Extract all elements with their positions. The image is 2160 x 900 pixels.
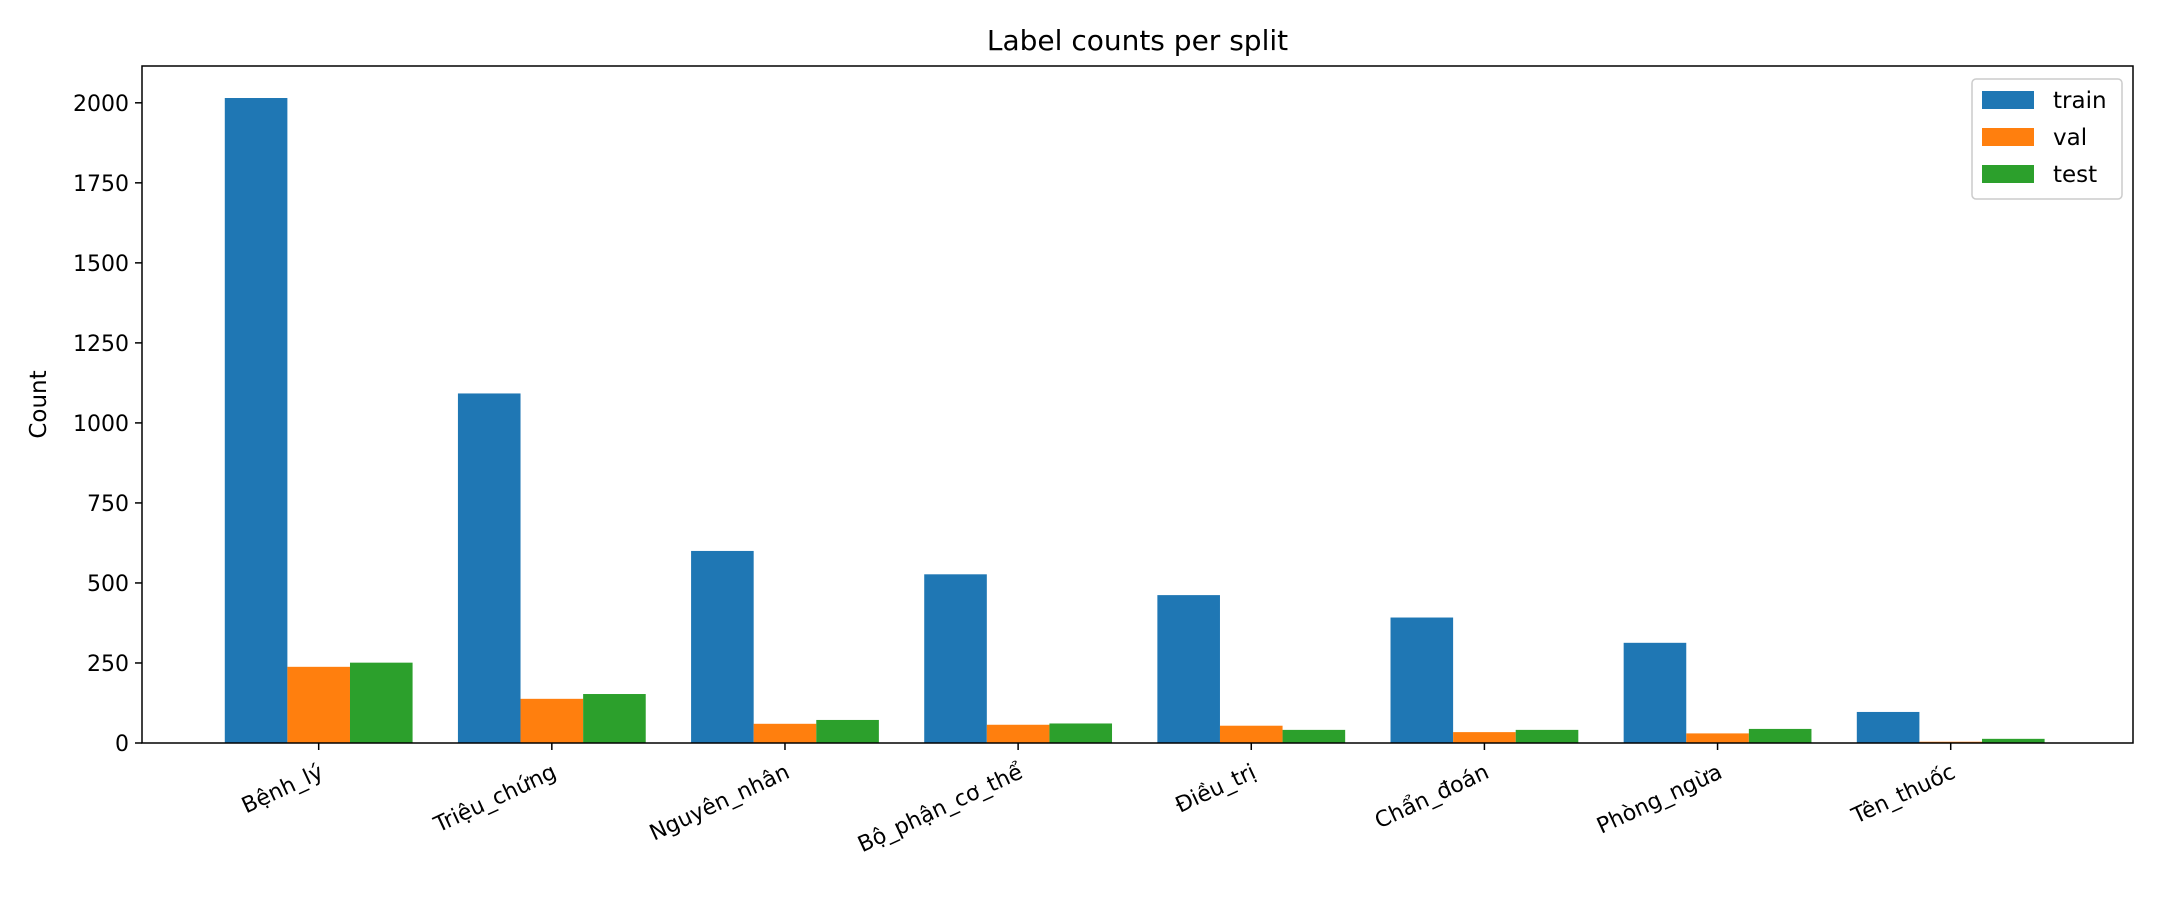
- bar-train: [691, 550, 754, 743]
- bar-train: [1856, 711, 1920, 743]
- x-tick-label: Tên_thuốc: [1847, 760, 1959, 830]
- bar-train: [457, 393, 521, 743]
- x-tick-label: Triệu_chứng: [430, 760, 561, 839]
- y-axis-label: Count: [26, 370, 52, 438]
- x-tick-label: Bệnh_lý: [238, 760, 327, 819]
- bar-train: [1623, 642, 1687, 743]
- x-tick-label: Điều_trị: [1172, 760, 1260, 819]
- bar-test: [816, 719, 879, 743]
- x-tick-label: Chẩn_đoán: [1371, 760, 1493, 834]
- bar-train: [924, 574, 987, 743]
- bar-val: [287, 666, 350, 743]
- bar-val: [520, 698, 584, 743]
- x-tick-label: Phòng_ngừa: [1593, 760, 1726, 840]
- legend-label-train: train: [2053, 88, 2107, 114]
- legend-swatch-train: [1982, 91, 2034, 109]
- bar-train: [1157, 595, 1220, 743]
- bars: [224, 98, 2045, 743]
- bar-val: [986, 724, 1050, 743]
- bar-val: [1453, 732, 1516, 743]
- bar-train: [1390, 617, 1454, 743]
- y-tick-label: 500: [87, 572, 129, 597]
- x-tick-label: Bộ_phận_cơ_thể: [854, 760, 1027, 858]
- bar-train: [224, 98, 288, 743]
- bar-val: [1686, 733, 1749, 743]
- bar-test: [583, 694, 646, 743]
- legend: train val test: [1971, 78, 2123, 200]
- y-axis-ticks: 0 250 500 750 1000 1250 1500 1750 2000: [73, 92, 142, 757]
- y-tick-label: 250: [87, 652, 129, 677]
- bar-val: [753, 723, 817, 743]
- bar-test: [1515, 729, 1579, 743]
- legend-label-test: test: [2053, 162, 2097, 188]
- bar-test: [1049, 723, 1113, 743]
- y-tick-label: 1750: [73, 172, 129, 197]
- bar-test: [1748, 728, 1812, 743]
- y-tick-label: 1500: [73, 252, 129, 277]
- x-tick-label: Nguyên_nhân: [646, 760, 794, 847]
- x-axis-ticks: Bệnh_lý Triệu_chứng Nguyên_nhân Bộ_phận_cơ_…: [238, 743, 1959, 858]
- bar-test: [1282, 729, 1346, 743]
- y-tick-label: 0: [115, 732, 129, 757]
- bar-test: [349, 662, 413, 743]
- y-tick-label: 1000: [73, 412, 129, 437]
- y-tick-label: 1250: [73, 332, 129, 357]
- chart-title: Label counts per split: [987, 24, 1288, 57]
- legend-swatch-test: [1982, 165, 2034, 183]
- y-tick-label: 750: [87, 492, 129, 517]
- bar-val: [1219, 725, 1283, 743]
- legend-swatch-val: [1982, 128, 2034, 146]
- plot-frame: [141, 65, 2134, 744]
- legend-label-val: val: [2053, 125, 2087, 151]
- bar-test: [1982, 738, 2045, 743]
- y-tick-label: 2000: [73, 92, 129, 117]
